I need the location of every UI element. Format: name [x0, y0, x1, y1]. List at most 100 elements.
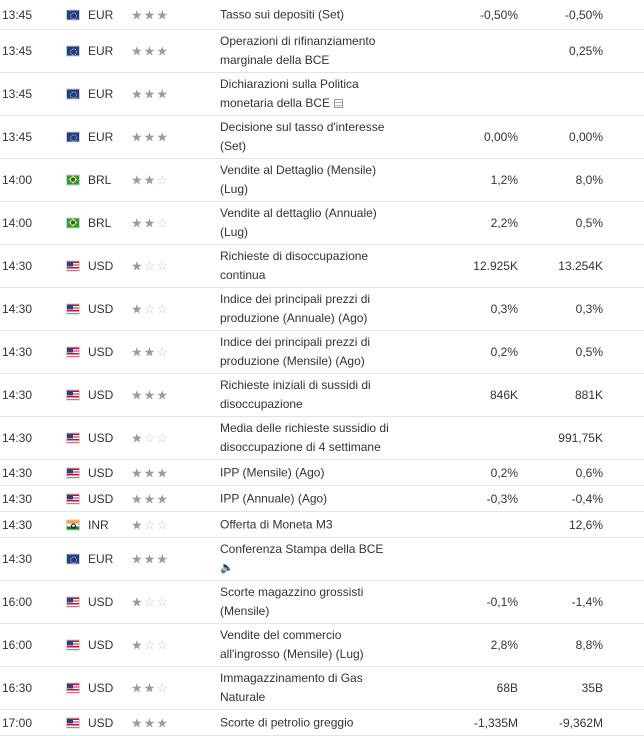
event-time: 13:45: [2, 87, 33, 101]
event-name-link[interactable]: Vendite al dettaglio (Annuale) (Lug): [220, 204, 400, 242]
importance-stars: ★★★: [131, 45, 169, 58]
event-name-link[interactable]: Offerta di Moneta M3: [220, 515, 400, 534]
table-row[interactable]: 16:00 USD ★☆☆ Scorte magazzino grossisti (Me…: [0, 581, 644, 624]
star-filled-icon: ★: [156, 551, 169, 567]
event-name-link[interactable]: Immagazzinamento di Gas Naturale: [220, 669, 400, 707]
currency-code: EUR: [88, 552, 114, 566]
flag-eu-icon: [66, 45, 80, 57]
currency-code: USD: [88, 259, 114, 273]
currency-code: USD: [88, 431, 114, 445]
currency-code: INR: [88, 517, 109, 532]
event-name-line: Indice dei principali prezzi di: [220, 292, 371, 306]
star-filled-icon: ★: [143, 172, 157, 188]
star-filled-icon: ★: [143, 715, 157, 730]
event-name-link[interactable]: Media delle richieste sussidio di disoccu…: [220, 419, 400, 457]
currency-code: USD: [88, 638, 114, 652]
event-name-link[interactable]: IPP (Mensile) (Ago): [220, 463, 400, 482]
event-time: 16:30: [2, 681, 33, 695]
event-name-line: monetaria della BCE: [220, 94, 400, 113]
actual-value: 2,2%: [490, 216, 518, 230]
table-row[interactable]: 14:00 BRL ★★☆ Vendite al Dettaglio (Mensile…: [0, 159, 644, 202]
forecast-value: 12,6%: [568, 517, 603, 532]
event-name-line: produzione (Mensile) (Ago): [220, 354, 365, 368]
event-name-link[interactable]: Dichiarazioni sulla Politica monetaria de…: [220, 75, 400, 113]
star-filled-icon: ★: [131, 517, 144, 532]
event-name-line: Scorte di petrolio greggio: [220, 715, 354, 729]
table-row[interactable]: 16:00 USD ★☆☆ Vendite del commercio all'ingr…: [0, 624, 644, 667]
event-name-link[interactable]: Richieste iniziali di sussidi di disoccup…: [220, 376, 400, 414]
table-row[interactable]: 13:45 EUR ★★★ Decisione sul tasso d'interes…: [0, 116, 644, 159]
event-name-link[interactable]: Operazioni di rifinanziamento marginale d…: [220, 32, 400, 70]
event-name-link[interactable]: Decisione sul tasso d'interesse (Set): [220, 118, 400, 156]
star-empty-icon: ☆: [156, 301, 169, 317]
report-icon[interactable]: [334, 99, 344, 108]
flag-us-icon: [66, 717, 80, 728]
table-row[interactable]: 14:30 USD ★★★ IPP (Annuale) (Ago) -0,3% -0,4%: [0, 486, 644, 512]
actual-value: 0,3%: [490, 302, 518, 316]
star-empty-icon: ☆: [156, 637, 169, 653]
flag-us-icon: [66, 493, 80, 504]
forecast-value: 0,3%: [575, 302, 603, 316]
forecast-value: -0,4%: [571, 491, 603, 506]
event-name-line: Scorte magazzino grossisti: [220, 585, 364, 599]
event-name-link[interactable]: Indice dei principali prezzi di produzion…: [220, 333, 400, 371]
star-filled-icon: ★: [143, 344, 157, 360]
table-row[interactable]: 16:30 USD ★★☆ Immagazzinamento di Gas Natura…: [0, 667, 644, 710]
table-row[interactable]: 13:45 EUR ★★★ Tasso sui depositi (Set) -0,50…: [0, 0, 644, 30]
forecast-value: 0,5%: [575, 216, 603, 230]
star-empty-icon: ☆: [143, 258, 157, 274]
star-filled-icon: ★: [131, 258, 144, 274]
forecast-value: 0,25%: [568, 44, 603, 58]
importance-stars: ★☆☆: [131, 596, 169, 609]
event-name-line: Conferenza Stampa della BCE: [220, 542, 384, 556]
event-name-line: marginale della BCE: [220, 53, 330, 67]
event-name-line: disoccupazione di 4 settimane: [220, 440, 381, 454]
importance-stars: ★☆☆: [131, 432, 169, 445]
table-row[interactable]: 14:30 USD ★★☆ Indice dei principali prezzi …: [0, 331, 644, 374]
event-name-link[interactable]: Conferenza Stampa della BCE 🔈: [220, 540, 400, 578]
star-filled-icon: ★: [131, 7, 144, 22]
event-name-link[interactable]: Vendite del commercio all'ingrosso (Mensi…: [220, 626, 400, 664]
table-row[interactable]: 13:45 EUR ★★★ Operazioni di rifinanziamento…: [0, 30, 644, 73]
flag-us-icon: [66, 432, 80, 444]
event-name-link[interactable]: Richieste di disoccupazione continua: [220, 247, 400, 285]
table-row[interactable]: 14:30 USD ★☆☆ Indice dei principali prezzi …: [0, 288, 644, 331]
event-name-line: Media delle richieste sussidio di: [220, 421, 389, 435]
table-row[interactable]: 14:00 BRL ★★☆ Vendite al dettaglio (Annuale…: [0, 202, 644, 245]
actual-value: -0,1%: [486, 595, 518, 609]
speaker-icon[interactable]: 🔈: [220, 562, 234, 574]
actual-value: 12.925K: [473, 259, 518, 273]
event-name-line: Offerta di Moneta M3: [220, 517, 333, 531]
forecast-value: -9,362M: [558, 715, 603, 730]
table-row[interactable]: 14:30 USD ★☆☆ Richieste di disoccupazione co…: [0, 245, 644, 288]
event-name-link[interactable]: IPP (Annuale) (Ago): [220, 489, 400, 508]
event-name-link[interactable]: Scorte magazzino grossisti (Mensile): [220, 583, 400, 621]
table-row[interactable]: 13:45 EUR ★★★ Dichiarazioni sulla Politica m…: [0, 73, 644, 116]
star-empty-icon: ☆: [156, 344, 169, 360]
star-empty-icon: ☆: [156, 517, 169, 532]
table-row[interactable]: 14:30 EUR ★★★ Conferenza Stampa della BCE 🔈: [0, 538, 644, 581]
currency-code: EUR: [88, 87, 114, 101]
flag-eu-icon: [66, 9, 80, 20]
event-name-line: (Mensile): [220, 604, 270, 618]
table-row[interactable]: 14:30 USD ★★★ IPP (Mensile) (Ago) 0,2% 0,6%: [0, 460, 644, 486]
event-time: 14:30: [2, 259, 33, 273]
event-name-line: Richieste di disoccupazione: [220, 249, 369, 263]
flag-us-icon: [66, 346, 80, 358]
actual-value: 2,8%: [490, 638, 518, 652]
event-name-link[interactable]: Tasso sui depositi (Set): [220, 5, 400, 24]
table-row[interactable]: 14:30 INR ★☆☆ Offerta di Moneta M3 12,6%: [0, 512, 644, 538]
star-filled-icon: ★: [131, 637, 144, 653]
event-name-link[interactable]: Vendite al Dettaglio (Mensile) (Lug): [220, 161, 400, 199]
table-row[interactable]: 14:30 USD ★☆☆ Media delle richieste sussidi…: [0, 417, 644, 460]
event-name-line: Vendite al dettaglio (Annuale): [220, 206, 377, 220]
event-name-link[interactable]: Indice dei principali prezzi di produzion…: [220, 290, 400, 328]
star-filled-icon: ★: [131, 430, 144, 446]
event-name-line: Operazioni di rifinanziamento: [220, 34, 376, 48]
star-filled-icon: ★: [156, 465, 169, 480]
event-time: 14:30: [2, 345, 33, 359]
table-row[interactable]: 14:30 USD ★★★ Richieste iniziali di sussidi…: [0, 374, 644, 417]
event-name-link[interactable]: Scorte di petrolio greggio: [220, 713, 400, 732]
event-name-line: Naturale: [220, 690, 266, 704]
table-row[interactable]: 17:00 USD ★★★ Scorte di petrolio greggio -1,…: [0, 710, 644, 736]
